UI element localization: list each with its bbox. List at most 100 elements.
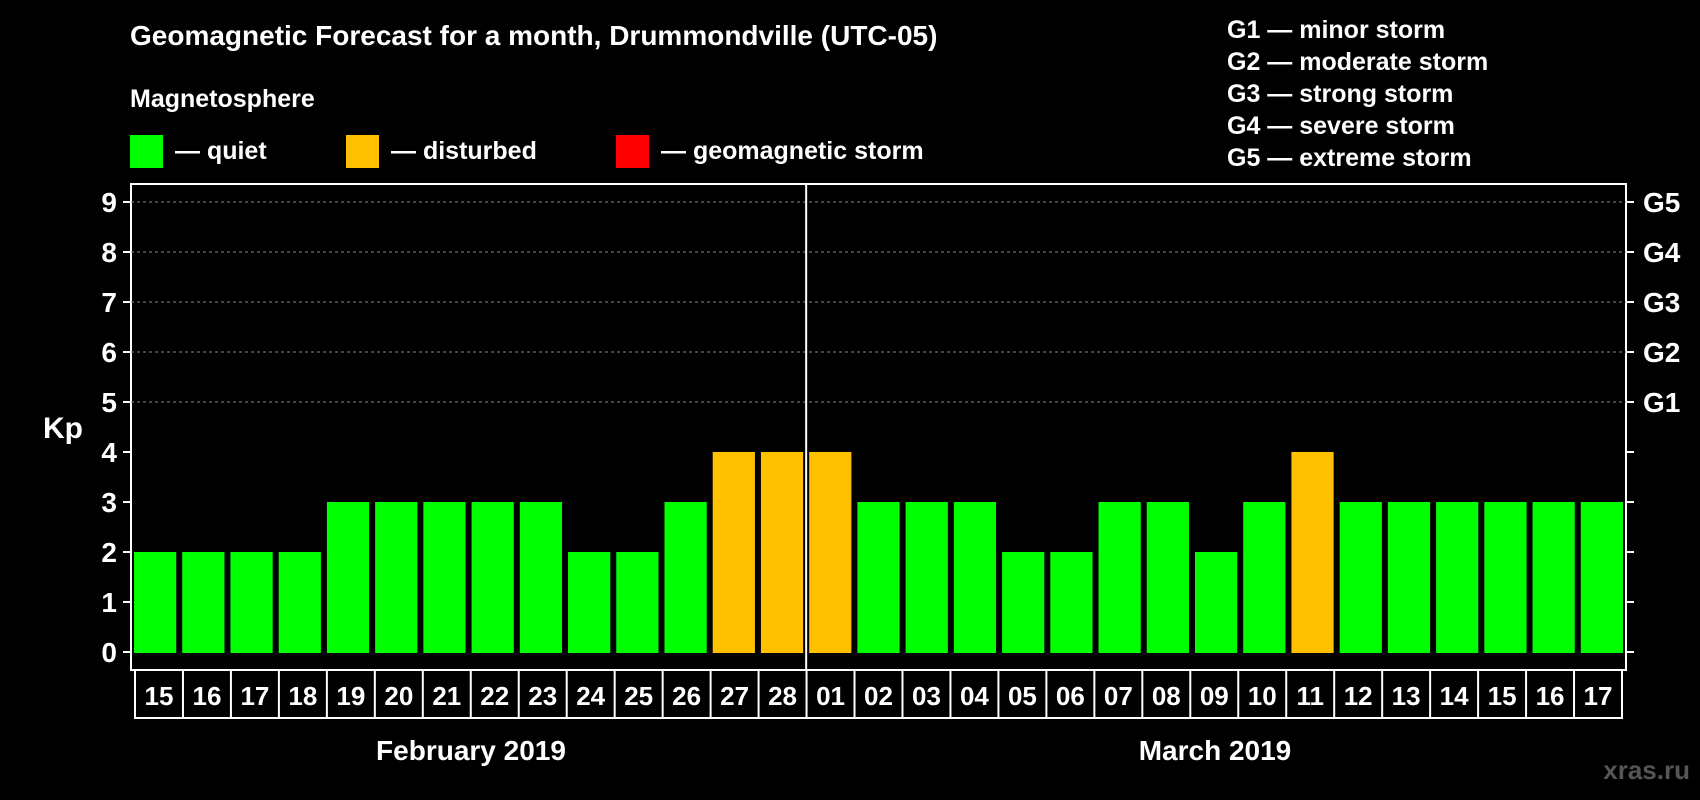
kp-bar: [712, 452, 755, 653]
legend-quiet-label: — quiet: [175, 136, 267, 165]
kp-bar: [1532, 502, 1575, 653]
category-label: 01: [816, 681, 845, 711]
category-label: 08: [1152, 681, 1181, 711]
kp-bar: [760, 452, 804, 653]
category-label: 16: [1536, 681, 1565, 711]
y-tick-label: 2: [101, 537, 117, 568]
g-axis-label: G3: [1643, 287, 1680, 318]
category-label: 10: [1248, 681, 1277, 711]
category-label: 05: [1008, 681, 1037, 711]
kp-bar: [1243, 502, 1286, 653]
g-axis-label: G1: [1643, 387, 1680, 418]
y-tick-label: 3: [101, 487, 117, 518]
legend-storm-swatch: [616, 134, 649, 168]
kp-bar: [1580, 502, 1623, 653]
legend-disturbed: — disturbed: [346, 134, 537, 168]
month-label-february: February 2019: [376, 735, 566, 766]
category-label: 11: [1296, 681, 1324, 711]
category-label: 06: [1056, 681, 1085, 711]
category-label: 15: [145, 681, 174, 711]
category-label: 26: [672, 681, 701, 711]
category-label: 25: [624, 681, 653, 711]
g-legend-item: G4 — severe storm: [1227, 112, 1455, 140]
kp-bar: [1291, 452, 1334, 653]
kp-bar: [1050, 552, 1093, 653]
category-axis-box: [134, 669, 1623, 719]
category-label: 09: [1200, 681, 1229, 711]
kp-bar: [375, 502, 418, 653]
kp-bar: [471, 502, 514, 653]
kp-bar: [1339, 502, 1382, 653]
category-label: 24: [576, 681, 605, 711]
kp-bar: [230, 552, 273, 653]
y-tick-label: 5: [101, 387, 117, 418]
kp-bar: [809, 452, 852, 653]
g-axis-label: G2: [1643, 337, 1680, 368]
y-tick-label: 1: [101, 587, 117, 618]
kp-bar: [423, 502, 466, 653]
kp-bar: [1098, 502, 1141, 653]
category-label: 16: [192, 681, 221, 711]
legend-storm-label: — geomagnetic storm: [661, 136, 924, 165]
kp-bar: [134, 552, 177, 653]
category-label: 20: [384, 681, 413, 711]
kp-bar: [616, 552, 659, 653]
g-legend-item: G3 — strong storm: [1227, 80, 1454, 108]
kp-bar: [1387, 502, 1431, 653]
kp-bar: [953, 502, 997, 653]
legend-storm: — geomagnetic storm: [616, 134, 924, 168]
y-axis-label: Kp: [43, 412, 83, 445]
kp-bar: [278, 552, 321, 653]
category-label: 28: [768, 681, 797, 711]
kp-bar: [1436, 502, 1479, 653]
category-label: 17: [240, 681, 269, 711]
g-axis-label: G4: [1643, 237, 1681, 268]
category-label: 19: [336, 681, 365, 711]
g-legend-item: G1 — minor storm: [1227, 16, 1446, 44]
y-tick-label: 8: [101, 237, 117, 268]
kp-bar: [182, 552, 225, 653]
y-tick-label: 7: [101, 287, 117, 318]
category-label: 22: [480, 681, 509, 711]
kp-bar: [1002, 552, 1045, 653]
category-label: 23: [528, 681, 557, 711]
category-label: 02: [864, 681, 893, 711]
category-label: 15: [1488, 681, 1517, 711]
kp-bar: [1146, 502, 1189, 653]
site-credit: xras.ru: [1603, 755, 1690, 785]
y-tick-label: 0: [101, 637, 117, 668]
legend-disturbed-swatch: [346, 134, 379, 168]
category-label: 14: [1440, 681, 1469, 711]
y-tick-label: 4: [101, 437, 117, 468]
category-label: 04: [960, 681, 989, 711]
kp-bar: [568, 552, 611, 653]
legend-disturbed-label: — disturbed: [391, 136, 537, 165]
g-axis-label: G5: [1643, 187, 1680, 218]
category-label: 03: [912, 681, 941, 711]
legend-quiet: — quiet: [130, 134, 267, 168]
y-tick-label: 6: [101, 337, 117, 368]
kp-bar: [664, 502, 707, 653]
g-scale-legend: G1 — minor storm G2 — moderate storm G3 …: [1227, 14, 1488, 174]
category-label: 07: [1104, 681, 1133, 711]
g-legend-item: G5 — extreme storm: [1227, 144, 1472, 172]
category-label: 13: [1392, 681, 1421, 711]
g-legend-item: G2 — moderate storm: [1227, 48, 1489, 76]
kp-bar: [519, 502, 563, 653]
y-tick-label: 9: [101, 187, 117, 218]
category-label: 17: [1584, 681, 1613, 711]
legend-quiet-swatch: [130, 134, 163, 168]
chart-title: Geomagnetic Forecast for a month, Drummo…: [130, 20, 938, 51]
category-label: 18: [288, 681, 317, 711]
category-label: 21: [432, 681, 461, 711]
kp-bar: [857, 502, 900, 653]
kp-bar: [1484, 502, 1527, 653]
kp-bar: [1194, 552, 1238, 653]
category-label: 12: [1344, 681, 1373, 711]
month-label-march: March 2019: [1138, 735, 1292, 766]
category-label: 27: [720, 681, 749, 711]
kp-bar: [905, 502, 948, 653]
legend-subtitle: Magnetosphere: [130, 85, 315, 113]
kp-bar: [326, 502, 370, 653]
